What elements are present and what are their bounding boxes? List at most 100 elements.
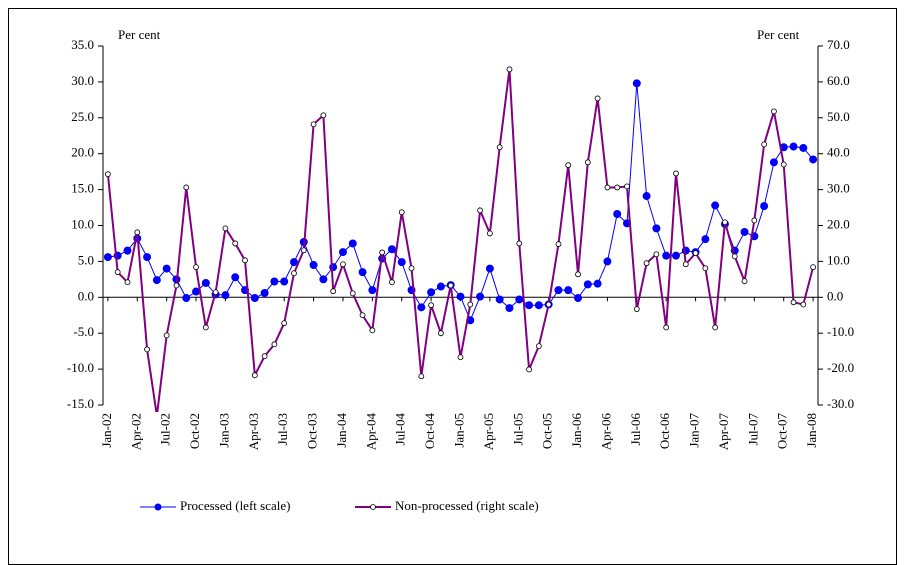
data-point	[134, 229, 141, 236]
data-point	[250, 294, 259, 303]
data-point	[183, 184, 190, 191]
data-point	[789, 142, 798, 151]
data-point	[633, 306, 640, 313]
data-point	[780, 161, 787, 168]
data-point	[692, 250, 699, 257]
y-axis-label: Per cent	[118, 27, 161, 42]
data-point	[701, 235, 710, 244]
x-tick-label: Jul-05	[510, 413, 525, 446]
data-point	[438, 330, 444, 337]
data-point	[261, 353, 268, 360]
y2-tick-label: 30.0	[827, 181, 850, 196]
data-point	[760, 202, 769, 211]
data-point	[642, 192, 651, 201]
data-point	[310, 121, 317, 128]
data-point	[722, 219, 728, 226]
data-point	[771, 108, 777, 115]
y2-tick-label: -20.0	[827, 360, 854, 375]
y2-axis-label: Per cent	[757, 27, 800, 42]
data-point	[192, 287, 201, 296]
data-point	[270, 277, 279, 286]
data-point	[104, 171, 111, 178]
data-point	[632, 79, 641, 88]
data-point	[671, 251, 680, 260]
data-point	[575, 271, 581, 278]
data-point	[663, 324, 670, 331]
x-tick-label: Jan-04	[334, 413, 349, 448]
y-tick-label: 10.0	[71, 216, 94, 231]
data-point	[505, 304, 514, 313]
data-point	[515, 295, 524, 304]
data-point	[769, 158, 778, 167]
legend-label: Non-processed (right scale)	[395, 498, 539, 513]
data-point	[212, 289, 219, 296]
data-point	[417, 303, 426, 312]
data-point	[427, 288, 436, 297]
y-tick-label: -10.0	[67, 360, 94, 375]
data-point	[103, 253, 112, 262]
data-point	[643, 260, 650, 267]
data-point	[309, 260, 318, 269]
data-point	[554, 286, 563, 295]
data-point	[320, 112, 327, 119]
y-tick-label: 25.0	[71, 109, 94, 124]
y-tick-label: 30.0	[71, 73, 94, 88]
data-point	[387, 245, 396, 254]
y2-tick-label: 0.0	[827, 288, 843, 303]
y-tick-label: 0.0	[78, 288, 94, 303]
data-point	[340, 261, 346, 268]
data-point	[456, 292, 465, 301]
data-point	[545, 301, 552, 308]
data-point	[114, 269, 121, 276]
y2-tick-label: 70.0	[827, 37, 850, 52]
data-point	[810, 264, 817, 271]
y2-tick-label: 40.0	[827, 145, 850, 160]
y-tick-label: -15.0	[67, 396, 94, 411]
data-point	[221, 291, 230, 300]
data-point	[584, 159, 591, 166]
data-point	[281, 320, 288, 327]
data-point	[232, 240, 239, 247]
data-point	[144, 346, 150, 353]
data-point	[476, 292, 485, 301]
data-point	[604, 184, 611, 191]
data-point	[574, 294, 583, 303]
data-point	[271, 341, 278, 348]
data-point	[300, 247, 307, 254]
data-point	[682, 261, 689, 268]
data-point	[124, 279, 131, 286]
data-point	[143, 253, 152, 262]
x-tick-label: Oct-05	[540, 413, 555, 449]
data-point	[535, 343, 542, 350]
x-tick-label: Jan-05	[451, 413, 466, 448]
data-point	[358, 268, 367, 277]
data-point	[338, 248, 347, 257]
data-point	[319, 275, 328, 284]
y-tick-label: -5.0	[73, 324, 94, 339]
legend-marker	[154, 503, 162, 511]
data-point	[349, 290, 356, 297]
data-point	[163, 332, 170, 339]
y-tick-label: 20.0	[71, 145, 94, 160]
data-point	[583, 280, 592, 289]
data-point	[280, 277, 289, 286]
data-point	[291, 270, 297, 277]
data-point	[800, 301, 807, 308]
data-point	[761, 141, 768, 148]
data-point	[652, 224, 661, 233]
data-point	[428, 302, 435, 309]
data-point	[289, 258, 298, 267]
data-point	[202, 324, 209, 331]
data-point	[457, 354, 464, 361]
legend-label: Processed (left scale)	[180, 498, 290, 513]
data-point	[495, 295, 504, 304]
data-point	[173, 282, 180, 289]
x-tick-label: Apr-07	[716, 413, 731, 451]
data-point	[564, 286, 573, 295]
data-point	[418, 373, 425, 380]
data-point	[603, 257, 612, 266]
data-point	[593, 279, 602, 288]
x-tick-label: Oct-03	[305, 413, 320, 449]
data-point	[624, 183, 630, 190]
